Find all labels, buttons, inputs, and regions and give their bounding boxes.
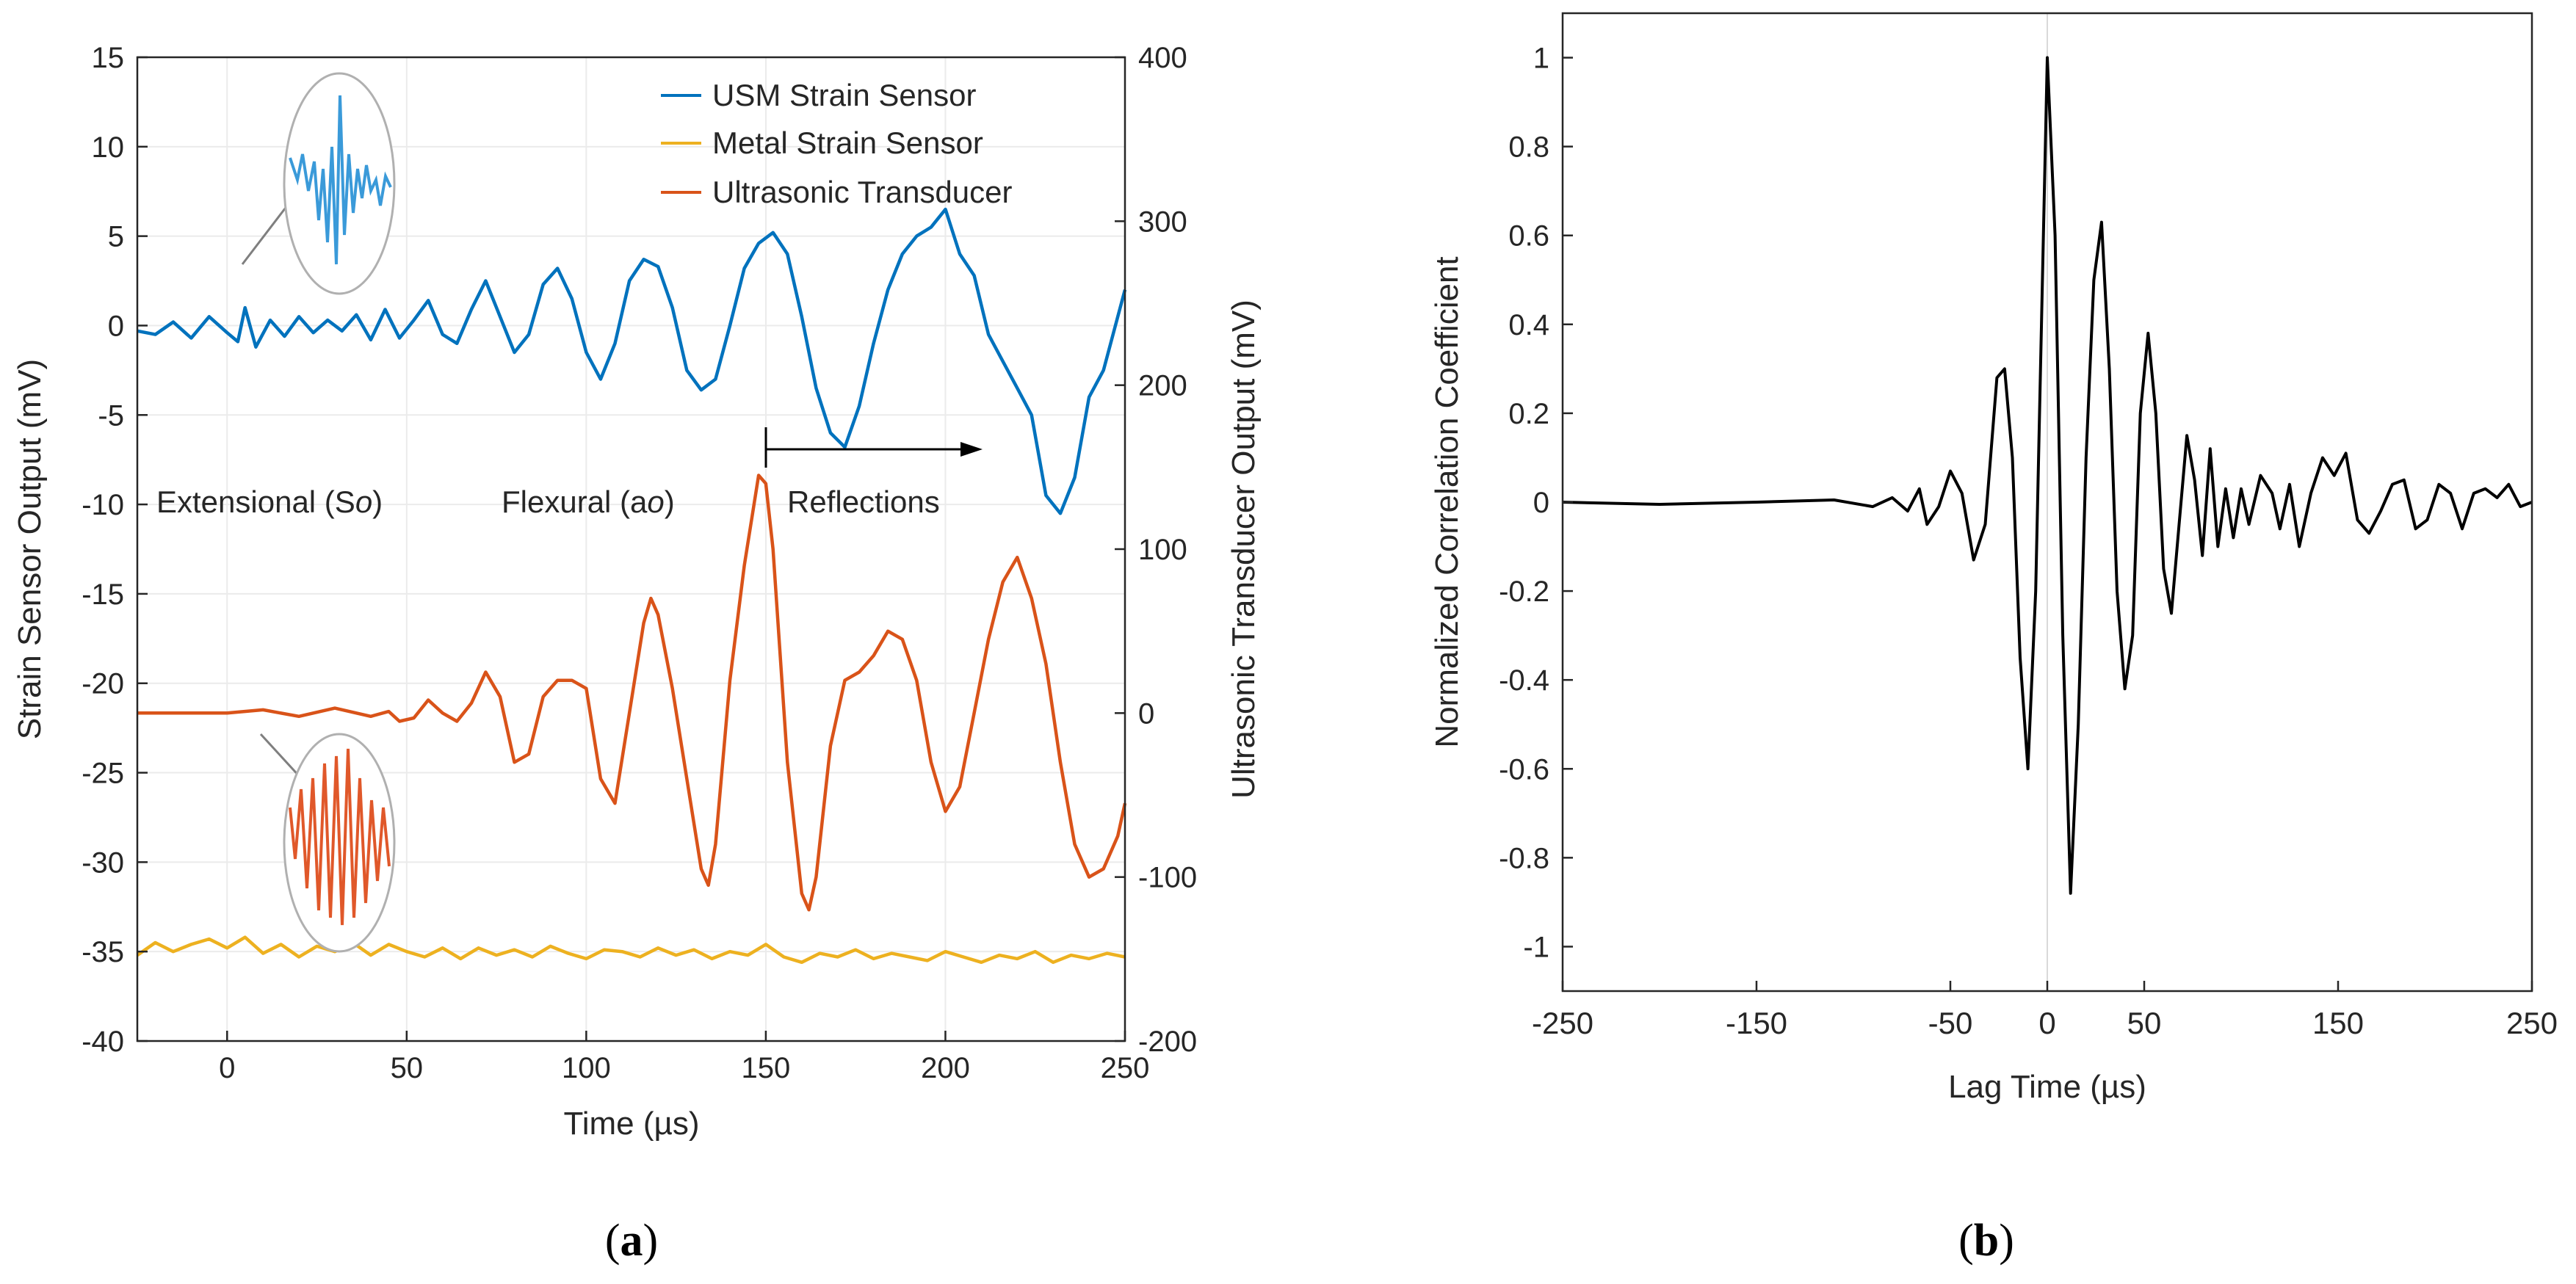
series-line-usm-strain-sensor (137, 207, 1127, 515)
y-tick-label: -30 (82, 846, 124, 879)
series-line-ultrasonic-transducer (137, 474, 1127, 912)
x-tick-label: 50 (2127, 1006, 2162, 1040)
y-tick-label: 1 (1533, 43, 1549, 75)
x-axis-label: Time (µs) (563, 1106, 699, 1142)
tick-labels: 0 50 100 150 200 250151050-5-10-15-20-25-30-3… (82, 42, 1197, 1084)
x-tick-label: 200 (921, 1052, 970, 1084)
y-tick-label: 10 (92, 131, 125, 164)
annotation-flexural: Flexural (ao) (502, 485, 675, 519)
y-tick-label: -1 (1523, 931, 1549, 963)
x-tick-label: 50 (391, 1052, 424, 1084)
inset-transducer-zoom (259, 733, 396, 953)
y-tick-label: -0.2 (1499, 576, 1549, 608)
y-tick-label: -0.6 (1499, 753, 1549, 786)
y-axis-label: Normalized Correlation Coefficient (1429, 256, 1465, 747)
x-tick-label: 0 (2038, 1006, 2055, 1040)
legend: USM Strain Sensor Metal Strain Sensor Ul… (661, 78, 1013, 209)
x-tick-label: 250 (2506, 1006, 2558, 1040)
x-tick-label: 100 (562, 1052, 611, 1084)
x-tick-label: 150 (2312, 1006, 2364, 1040)
y2-tick-label: -200 (1138, 1026, 1197, 1058)
y-tick-label: 5 (108, 221, 124, 253)
panel-b-caption: (b) (1958, 1216, 2014, 1266)
y2-tick-label: 400 (1138, 42, 1187, 74)
y2-tick-label: 300 (1138, 206, 1187, 238)
y-tick-label: -20 (82, 668, 124, 700)
y-tick-label: 0.2 (1508, 398, 1549, 430)
y-tick-label: 0.4 (1508, 309, 1549, 341)
y-tick-label: 0 (108, 310, 124, 342)
series-group (1562, 56, 2533, 895)
x-tick-label: -50 (1928, 1006, 1973, 1040)
x-axis-label: Lag Time (µs) (1948, 1069, 2146, 1105)
y2-tick-label: 100 (1138, 534, 1187, 566)
y-tick-label: -35 (82, 936, 124, 968)
y-tick-label: 15 (92, 42, 125, 74)
series-line-metal-strain-sensor (136, 935, 1126, 965)
y2-tick-label: 0 (1138, 697, 1154, 730)
x-tick-label: 250 (1101, 1052, 1150, 1084)
chart-panel-a: Extensional (So) Flexural (ao) Reflectio… (12, 42, 1262, 1266)
series-line-correlation (1562, 56, 2533, 895)
y2-axis-label: Ultrasonic Transducer Output (mV) (1226, 300, 1262, 799)
annotation-extensional: Extensional (So) (156, 485, 383, 519)
y-tick-label: 0.8 (1508, 131, 1549, 164)
inset-usm-zoom (241, 72, 396, 295)
chart-panel-b: -250 -150 -50 0 50 150 250 1 0.8 0.6 0.4 0.2 0 -0.2 -0… (1429, 12, 2558, 1266)
y-tick-label: 0 (1533, 487, 1549, 519)
y-tick-label: 0.6 (1508, 220, 1549, 253)
legend-label-usm: USM Strain Sensor (712, 78, 976, 112)
x-tick-label: -250 (1532, 1006, 1593, 1040)
y-tick-label: -10 (82, 489, 124, 521)
y-tick-label: -40 (82, 1026, 124, 1058)
y-tick-label: -0.8 (1499, 842, 1549, 874)
x-tick-label: -150 (1726, 1006, 1787, 1040)
y-tick-label: -15 (82, 578, 124, 611)
y-tick-label: -25 (82, 758, 124, 790)
panel-a-caption: (a) (605, 1216, 658, 1266)
annotation-reflections: Reflections (787, 485, 940, 519)
x-tick-label: 0 (219, 1052, 235, 1084)
tick-labels: -250 -150 -50 0 50 150 250 1 0.8 0.6 0.4 0.2 0 -0.2 -0… (1499, 43, 2558, 1040)
reflections-arrow (764, 427, 983, 468)
y-tick-label: -5 (98, 399, 124, 432)
legend-label-metal: Metal Strain Sensor (712, 126, 983, 160)
y-tick-label: -0.4 (1499, 664, 1549, 697)
y2-tick-label: -100 (1138, 862, 1197, 894)
y-axis-label: Strain Sensor Output (mV) (12, 359, 48, 739)
legend-label-transducer: Ultrasonic Transducer (712, 175, 1013, 209)
x-tick-label: 150 (742, 1052, 791, 1084)
y2-tick-label: 200 (1138, 370, 1187, 402)
series-group (136, 207, 1127, 965)
